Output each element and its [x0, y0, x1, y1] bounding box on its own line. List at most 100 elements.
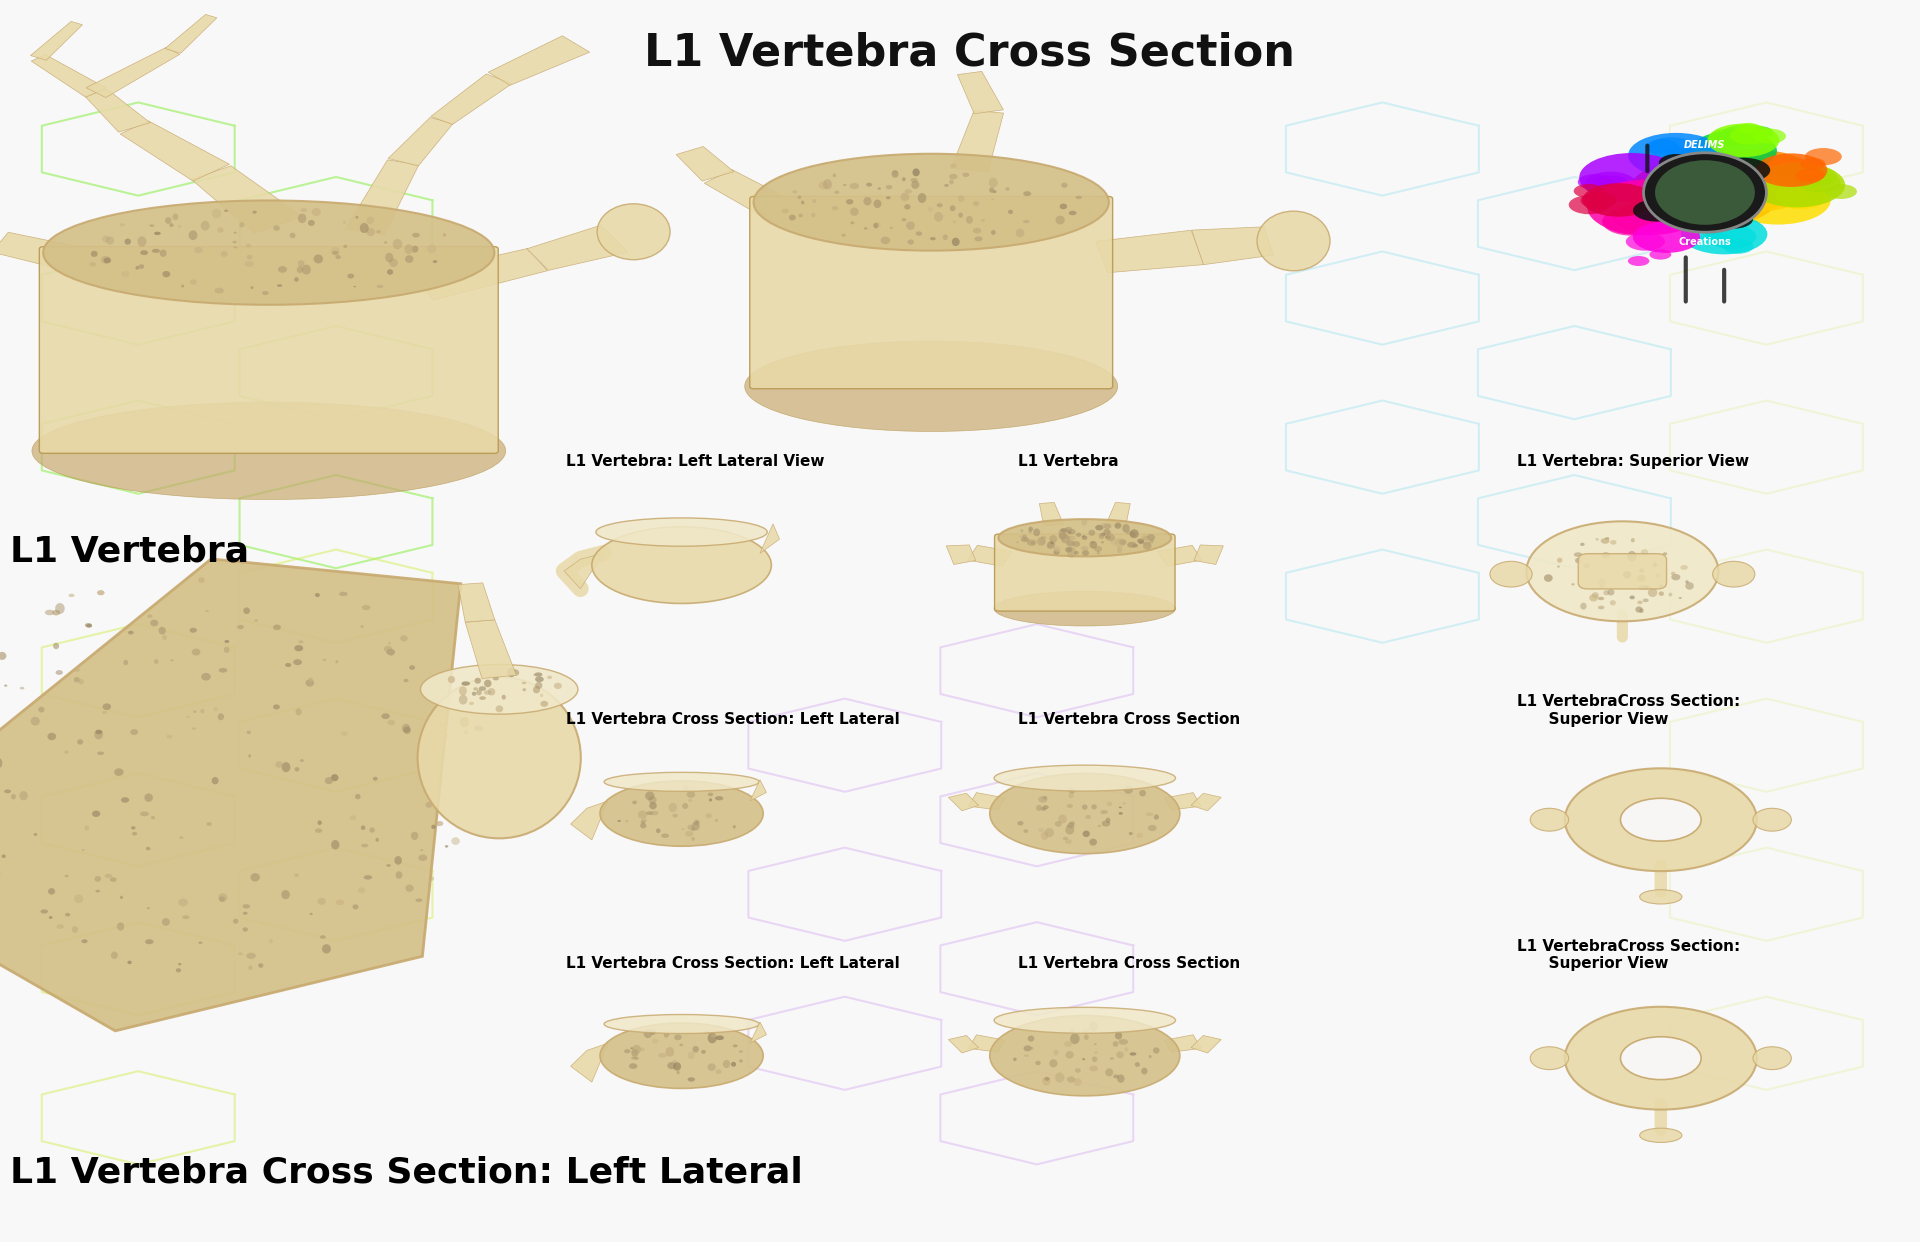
Ellipse shape	[1609, 600, 1617, 605]
Ellipse shape	[1094, 546, 1102, 551]
Ellipse shape	[1628, 256, 1649, 266]
Polygon shape	[968, 792, 1006, 810]
Ellipse shape	[1050, 542, 1054, 544]
Ellipse shape	[1137, 832, 1142, 838]
Ellipse shape	[682, 804, 687, 809]
Ellipse shape	[1069, 1028, 1075, 1033]
Ellipse shape	[388, 270, 394, 274]
Ellipse shape	[232, 919, 238, 924]
Ellipse shape	[1670, 571, 1676, 575]
Ellipse shape	[1100, 533, 1106, 537]
Ellipse shape	[513, 669, 518, 676]
Ellipse shape	[102, 236, 109, 242]
Ellipse shape	[507, 668, 516, 677]
Ellipse shape	[1020, 529, 1023, 533]
Ellipse shape	[1117, 1074, 1125, 1083]
Ellipse shape	[1632, 221, 1701, 253]
Ellipse shape	[225, 647, 230, 653]
Ellipse shape	[991, 199, 995, 200]
Ellipse shape	[1651, 168, 1759, 217]
Ellipse shape	[234, 246, 238, 248]
Polygon shape	[192, 165, 303, 233]
Ellipse shape	[355, 794, 361, 800]
Ellipse shape	[547, 676, 553, 679]
Ellipse shape	[1110, 1057, 1114, 1059]
Ellipse shape	[1578, 174, 1613, 190]
Ellipse shape	[1799, 158, 1826, 170]
Ellipse shape	[687, 1077, 695, 1082]
Ellipse shape	[950, 205, 956, 211]
Ellipse shape	[649, 811, 659, 816]
Ellipse shape	[912, 169, 920, 176]
Ellipse shape	[430, 877, 434, 881]
Ellipse shape	[192, 648, 200, 656]
Polygon shape	[0, 559, 461, 1031]
Ellipse shape	[1119, 812, 1123, 815]
Ellipse shape	[205, 610, 209, 612]
Ellipse shape	[250, 286, 253, 289]
Ellipse shape	[276, 284, 282, 287]
Ellipse shape	[1081, 519, 1087, 525]
Ellipse shape	[301, 265, 311, 274]
Ellipse shape	[180, 284, 184, 287]
Polygon shape	[1158, 545, 1202, 566]
Ellipse shape	[534, 672, 541, 677]
Ellipse shape	[973, 227, 981, 233]
Ellipse shape	[73, 668, 81, 672]
Ellipse shape	[881, 236, 891, 245]
Ellipse shape	[981, 219, 985, 222]
Ellipse shape	[632, 801, 637, 805]
Ellipse shape	[739, 1059, 743, 1062]
Ellipse shape	[687, 825, 693, 830]
Ellipse shape	[1707, 123, 1780, 158]
Ellipse shape	[904, 189, 912, 194]
Ellipse shape	[1799, 173, 1841, 193]
Ellipse shape	[1680, 565, 1688, 570]
Ellipse shape	[213, 707, 217, 712]
Text: L1 Vertebra: Superior View: L1 Vertebra: Superior View	[1517, 455, 1749, 469]
Ellipse shape	[1037, 540, 1039, 543]
Ellipse shape	[1139, 542, 1142, 544]
Ellipse shape	[117, 923, 125, 930]
Ellipse shape	[1117, 548, 1121, 553]
Ellipse shape	[874, 222, 881, 227]
Ellipse shape	[1592, 592, 1599, 599]
Ellipse shape	[48, 733, 56, 740]
Polygon shape	[968, 1035, 1006, 1052]
Ellipse shape	[1645, 586, 1651, 589]
Ellipse shape	[1068, 794, 1073, 799]
Ellipse shape	[540, 700, 547, 707]
Text: L1 Vertebra Cross Section: L1 Vertebra Cross Section	[1018, 712, 1240, 727]
Ellipse shape	[1749, 178, 1789, 197]
Ellipse shape	[1123, 785, 1133, 794]
Ellipse shape	[200, 709, 204, 713]
Ellipse shape	[1104, 524, 1112, 529]
Ellipse shape	[388, 720, 396, 725]
Ellipse shape	[4, 790, 12, 794]
Ellipse shape	[1152, 1047, 1160, 1053]
Ellipse shape	[1544, 574, 1553, 581]
Ellipse shape	[1139, 790, 1146, 796]
Ellipse shape	[1607, 589, 1615, 595]
Ellipse shape	[553, 683, 563, 689]
Ellipse shape	[1597, 606, 1605, 610]
Ellipse shape	[1052, 546, 1056, 549]
Ellipse shape	[190, 627, 198, 632]
Ellipse shape	[685, 831, 693, 837]
Ellipse shape	[359, 224, 369, 233]
Ellipse shape	[432, 260, 438, 263]
Ellipse shape	[88, 262, 96, 267]
Ellipse shape	[129, 631, 134, 635]
Ellipse shape	[1058, 533, 1068, 539]
Ellipse shape	[294, 277, 300, 282]
Ellipse shape	[361, 605, 371, 610]
Ellipse shape	[232, 241, 236, 243]
Ellipse shape	[708, 1032, 716, 1043]
Ellipse shape	[937, 204, 943, 207]
Ellipse shape	[376, 838, 378, 842]
Ellipse shape	[1116, 538, 1125, 548]
Ellipse shape	[244, 261, 253, 267]
Ellipse shape	[257, 964, 263, 968]
Ellipse shape	[315, 828, 323, 833]
Ellipse shape	[390, 258, 397, 267]
